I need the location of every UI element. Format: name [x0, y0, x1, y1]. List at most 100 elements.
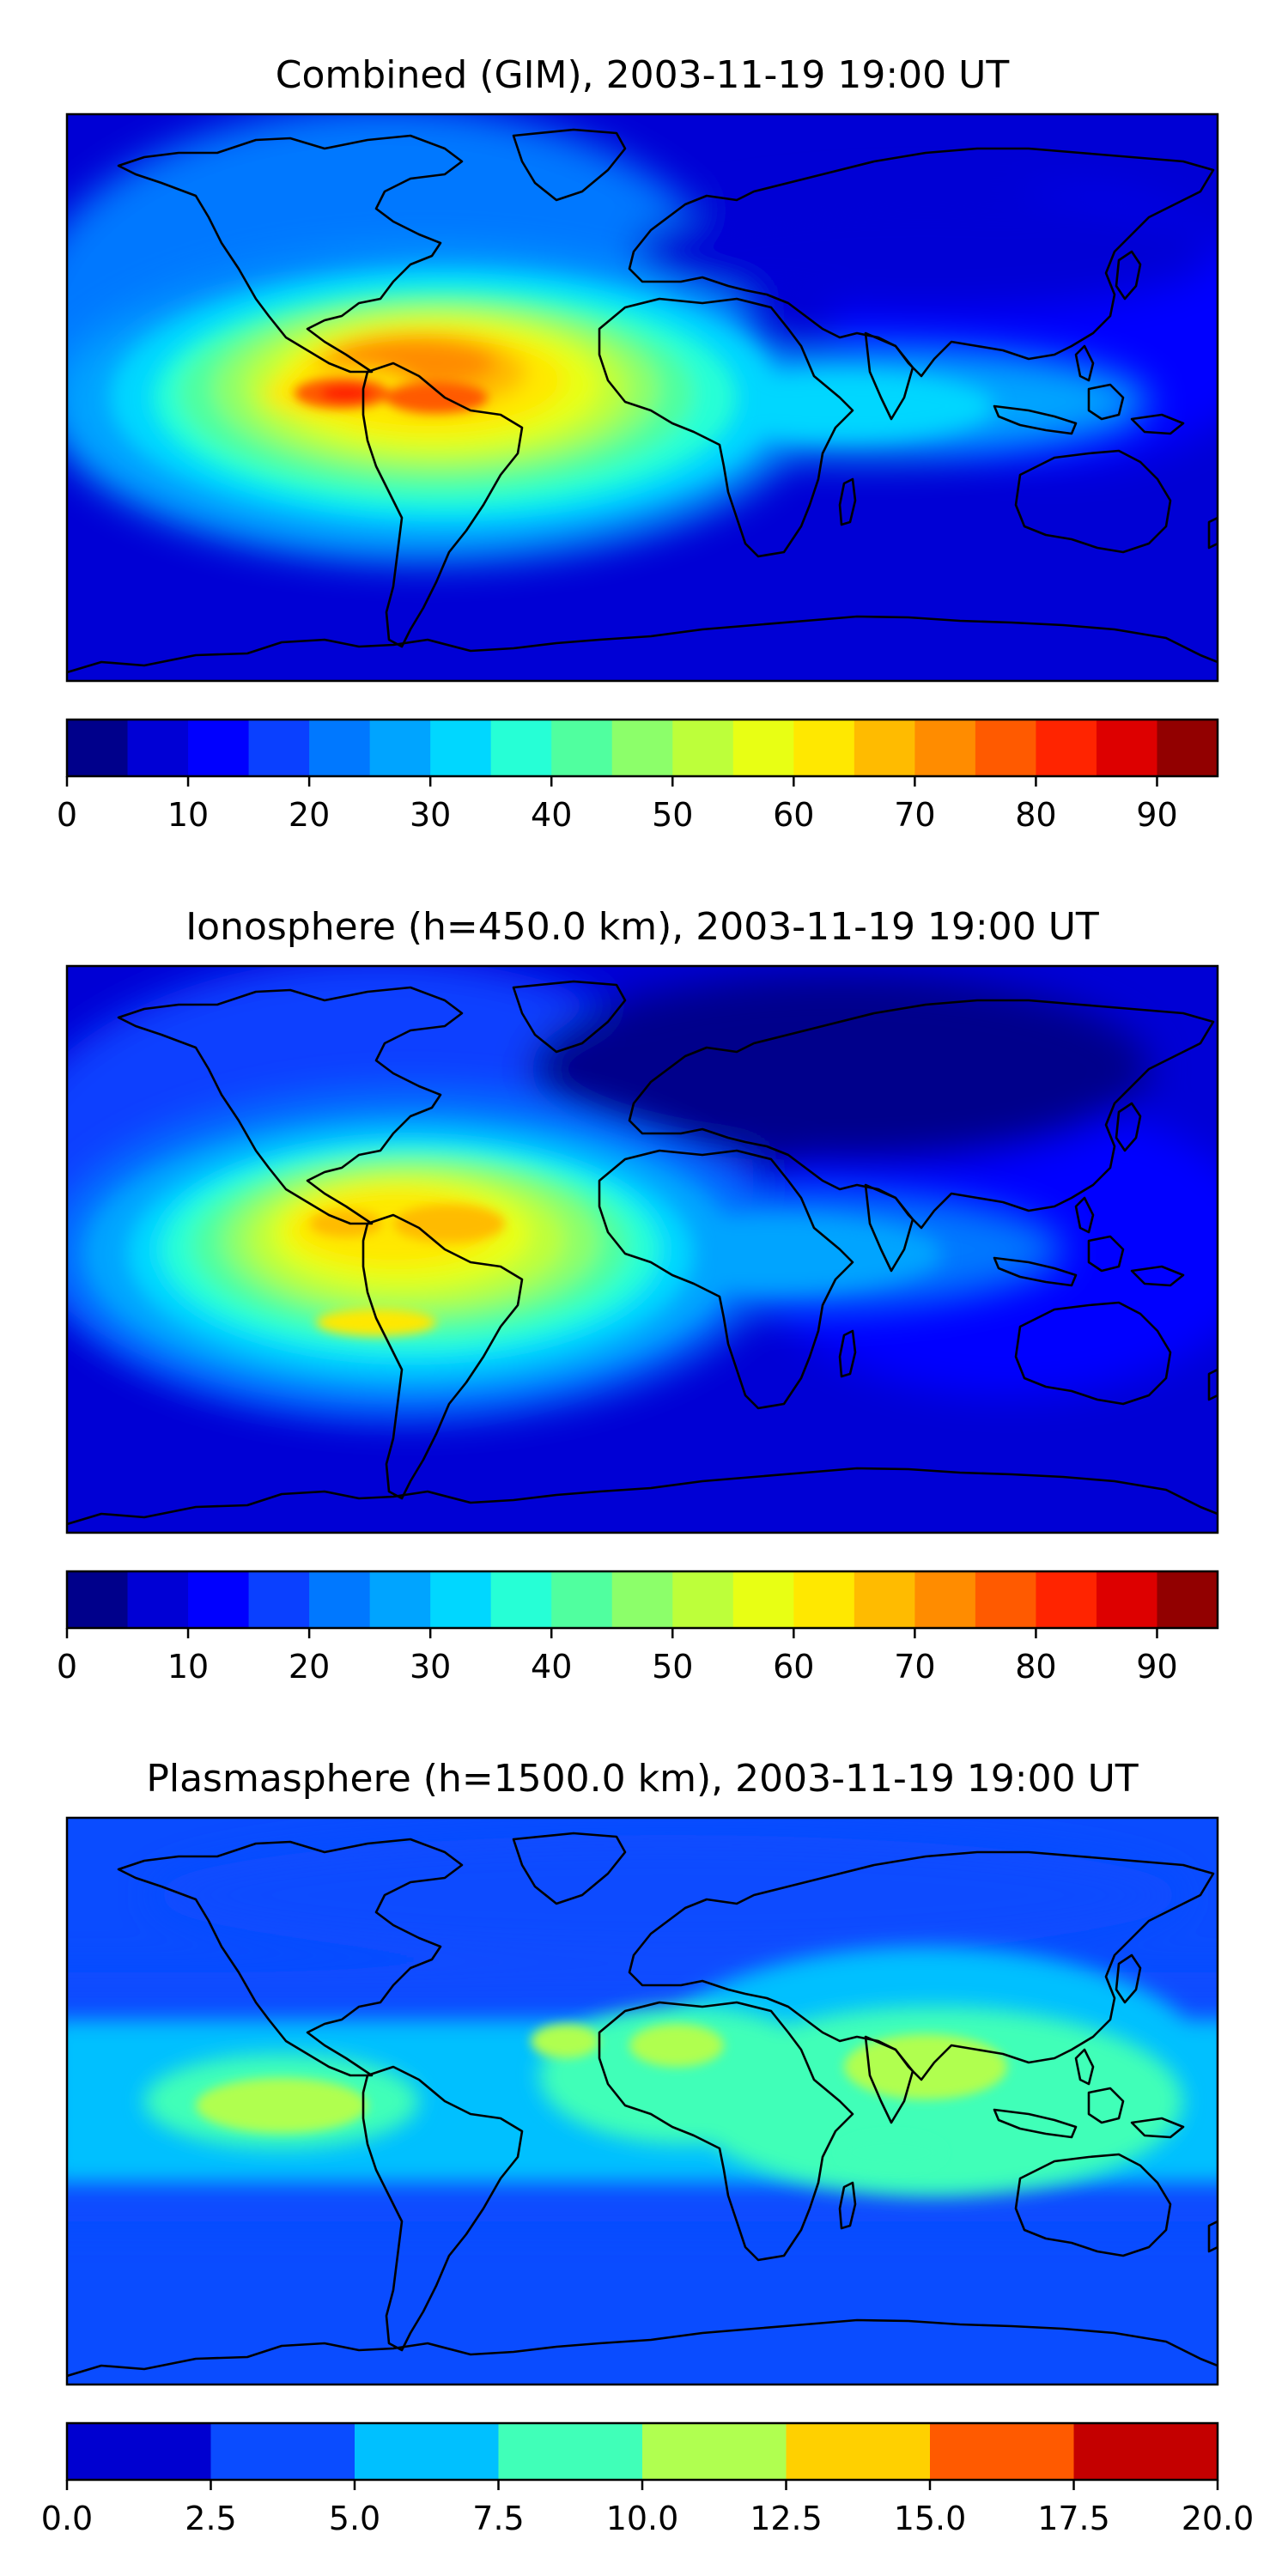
- colorbar-tick-label: 80: [1015, 796, 1056, 834]
- colorbar-segment: [914, 1571, 976, 1628]
- colorbar: 0.0 2.5 5.0 7.5 10.0 12.5 15.0 17.5 20.0: [41, 2421, 1254, 2537]
- panel-3: Plasmasphere (h=1500.0 km), 2003-11-19 1…: [41, 1757, 1255, 2537]
- colorbar-segment: [611, 720, 673, 776]
- colorbar-segment: [490, 720, 552, 776]
- colorbar-segment: [309, 720, 371, 776]
- colorbar-segment: [1096, 1571, 1157, 1628]
- colorbar-tick-label: 0: [57, 1648, 77, 1686]
- contour-region: [196, 2078, 368, 2133]
- colorbar-segment: [854, 1571, 915, 1628]
- contour-region: [310, 1210, 382, 1237]
- colorbar-segment: [430, 720, 492, 776]
- colorbar-segment: [975, 720, 1036, 776]
- colorbar-tick-label: 17.5: [1037, 2500, 1110, 2537]
- map-area: [65, 964, 1219, 1534]
- colorbar-segment: [551, 720, 613, 776]
- colorbar-segment: [793, 1571, 855, 1628]
- colorbar-segment: [369, 1571, 431, 1628]
- colorbar-segment: [355, 2423, 499, 2480]
- colorbar-tick-label: 30: [410, 796, 451, 834]
- colorbar-frame: [65, 1570, 1219, 1630]
- colorbar-tick-label: 40: [531, 796, 572, 834]
- map-frame: [65, 1816, 1219, 2386]
- colorbar-tick-label: 70: [894, 796, 935, 834]
- colorbar-segment: [498, 2423, 643, 2480]
- contour-region: [840, 2136, 943, 2170]
- contour-region: [634, 191, 1218, 312]
- map-area: [65, 1816, 1219, 2386]
- contour-region: [320, 385, 372, 402]
- colorbar-segment: [490, 1571, 552, 1628]
- map-area: [65, 112, 1219, 683]
- colorbar-segment: [551, 1571, 613, 1628]
- colorbar-segment: [930, 2423, 1074, 2480]
- colorbar-segment: [611, 1571, 673, 1628]
- colorbar-tick-label: 10: [167, 1648, 209, 1686]
- colorbar-tick-label: 2.5: [185, 2500, 236, 2537]
- contour-region: [629, 2024, 724, 2067]
- colorbar-tick-label: 10.0: [606, 2500, 679, 2537]
- colorbar-segment: [1096, 720, 1157, 776]
- colorbar-tick-label: 20: [289, 796, 330, 834]
- panel-title: Plasmasphere (h=1500.0 km), 2003-11-19 1…: [146, 1757, 1138, 1801]
- contour-region: [531, 975, 1149, 1163]
- map-frame: [65, 112, 1219, 683]
- colorbar-segment: [672, 720, 734, 776]
- colorbar-segment: [1073, 2423, 1218, 2480]
- colorbar-segment: [188, 1571, 250, 1628]
- contour-region: [844, 2034, 1007, 2099]
- contour-region: [531, 2024, 599, 2058]
- map-frame: [65, 964, 1219, 1534]
- colorbar-tick-label: 40: [531, 1648, 572, 1686]
- colorbar-tick-label: 60: [773, 796, 814, 834]
- colorbar-segment: [67, 1571, 129, 1628]
- contour-region: [393, 1205, 505, 1242]
- colorbar-tick-label: 7.5: [472, 2500, 524, 2537]
- colorbar-segment: [430, 1571, 492, 1628]
- colorbar-segment: [127, 1571, 189, 1628]
- colorbar-segment: [248, 1571, 310, 1628]
- colorbar-tick-label: 50: [652, 1648, 693, 1686]
- colorbar-segment: [1036, 1571, 1097, 1628]
- panel-1: Combined (GIM), 2003-11-19 19:00 UT 0 10 20…: [57, 53, 1219, 834]
- contour-region: [685, 2007, 1183, 2196]
- colorbar-segment: [732, 720, 794, 776]
- colorbar-segment: [67, 720, 129, 776]
- colorbar-segment: [1036, 720, 1097, 776]
- panel-2: Ionosphere (h=450.0 km), 2003-11-19 19:0…: [57, 905, 1219, 1686]
- colorbar-segment: [369, 720, 431, 776]
- contour-region: [153, 1835, 1183, 1955]
- colorbar-segment: [248, 720, 310, 776]
- colorbar-tick-label: 90: [1136, 796, 1177, 834]
- colorbar-segment: [1157, 1571, 1218, 1628]
- colorbar-segment: [786, 2423, 931, 2480]
- colorbar-segment: [672, 1571, 734, 1628]
- colorbar-tick-label: 12.5: [750, 2500, 823, 2537]
- colorbar-segment: [854, 720, 915, 776]
- colorbar-segment: [210, 2423, 355, 2480]
- colorbar-tick-label: 60: [773, 1648, 814, 1686]
- colorbar-segment: [642, 2423, 787, 2480]
- colorbar-tick-label: 80: [1015, 1648, 1056, 1686]
- colorbar-segment: [793, 720, 855, 776]
- colorbar-frame: [65, 718, 1219, 778]
- colorbar-segment: [975, 1571, 1036, 1628]
- colorbar-segment: [309, 1571, 371, 1628]
- colorbar-tick-label: 70: [894, 1648, 935, 1686]
- colorbar: 0 10 20 30 40 50 60 70 80 90: [57, 718, 1219, 834]
- contour-region: [685, 372, 994, 440]
- colorbar-segment: [1157, 720, 1218, 776]
- colorbar-segment: [67, 2423, 211, 2480]
- colorbar-tick-label: 15.0: [894, 2500, 967, 2537]
- colorbar-tick-label: 0: [57, 796, 77, 834]
- colorbar-tick-label: 30: [410, 1648, 451, 1686]
- colorbar-segment: [127, 720, 189, 776]
- colorbar-tick-label: 90: [1136, 1648, 1177, 1686]
- colorbar-tick-label: 20: [289, 1648, 330, 1686]
- contour-region: [385, 382, 488, 413]
- colorbar-segment: [914, 720, 976, 776]
- colorbar-segment: [188, 720, 250, 776]
- colorbar-segment: [732, 1571, 794, 1628]
- panel-title: Ionosphere (h=450.0 km), 2003-11-19 19:0…: [185, 905, 1099, 949]
